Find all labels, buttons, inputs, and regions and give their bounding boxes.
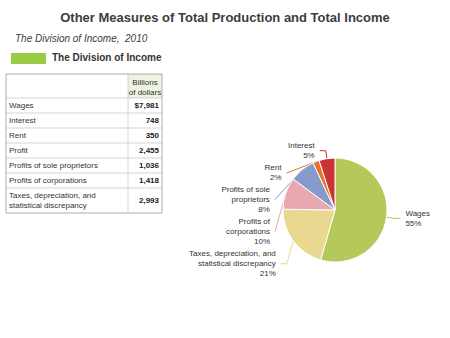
svg-text:1,418: 1,418	[139, 176, 160, 185]
svg-text:Interest: Interest	[288, 141, 315, 150]
svg-text:2,455: 2,455	[139, 146, 160, 155]
svg-text:Profits of sole proprietors: Profits of sole proprietors	[9, 161, 98, 170]
svg-text:2%: 2%	[270, 173, 282, 182]
svg-text:55%: 55%	[405, 219, 421, 228]
svg-text:2,993: 2,993	[139, 196, 160, 205]
svg-text:Profits of sole: Profits of sole	[221, 185, 270, 194]
svg-text:Profit: Profit	[9, 146, 28, 155]
svg-text:21%: 21%	[260, 269, 276, 278]
svg-text:Interest: Interest	[9, 116, 36, 125]
svg-text:8%: 8%	[258, 205, 270, 214]
svg-text:Other Measures of Total Produc: Other Measures of Total Production and T…	[60, 10, 390, 25]
svg-text:proprietors: proprietors	[232, 195, 270, 204]
svg-text:1,036: 1,036	[139, 161, 160, 170]
svg-text:10%: 10%	[254, 237, 270, 246]
svg-text:748: 748	[146, 116, 160, 125]
svg-text:350: 350	[146, 131, 160, 140]
svg-text:The Division of Income: The Division of Income	[52, 52, 162, 63]
svg-text:Taxes, depreciation, and: Taxes, depreciation, and	[9, 191, 96, 200]
svg-text:statistical discrepancy: statistical discrepancy	[198, 259, 276, 268]
svg-text:Profits of: Profits of	[238, 217, 270, 226]
svg-text:Wages: Wages	[9, 101, 34, 110]
svg-text:Taxes, depreciation, and: Taxes, depreciation, and	[189, 249, 276, 258]
svg-text:Rent: Rent	[9, 131, 27, 140]
svg-text:Billions: Billions	[132, 78, 157, 87]
svg-text:Wages: Wages	[405, 209, 430, 218]
svg-text:Profits of corporations: Profits of corporations	[9, 176, 87, 185]
svg-text:statistical discrepancy: statistical discrepancy	[9, 201, 87, 210]
svg-text:$7,981: $7,981	[135, 101, 160, 110]
svg-text:corporations: corporations	[226, 227, 270, 236]
svg-text:Rent: Rent	[265, 163, 283, 172]
svg-text:The Division of Income, 2010: The Division of Income, 2010	[15, 33, 148, 44]
svg-text:of dollars: of dollars	[129, 88, 161, 97]
svg-text:5%: 5%	[303, 151, 315, 160]
